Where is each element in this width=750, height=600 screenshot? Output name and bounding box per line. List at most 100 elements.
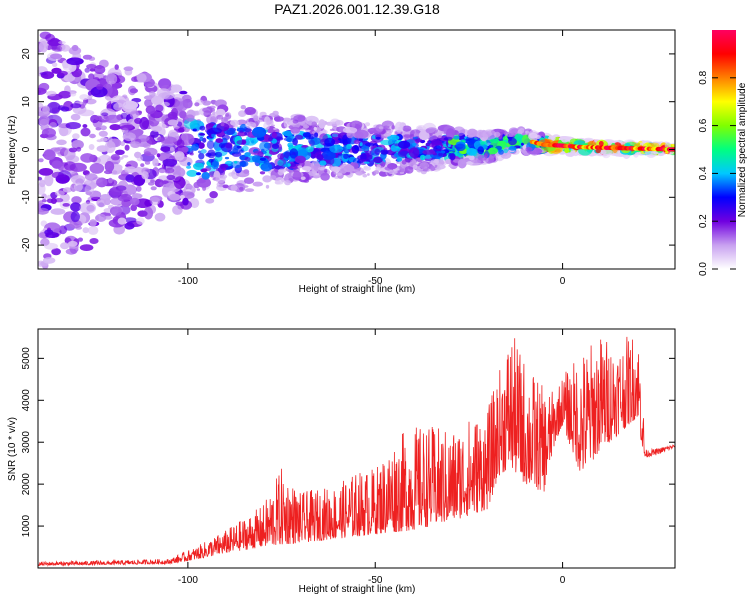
bottom-x-label: Height of straight line (km) <box>299 584 416 595</box>
heatmap-cell <box>450 153 456 161</box>
heatmap-cell <box>275 177 285 185</box>
heatmap-cell <box>150 179 155 184</box>
colorbar-tick-label: 0.6 <box>698 118 709 132</box>
heatmap-cell <box>62 187 73 193</box>
heatmap-cell <box>169 193 181 201</box>
heatmap-cell <box>296 146 308 159</box>
heatmap-cell <box>262 175 272 183</box>
heatmap-cell <box>65 122 82 130</box>
heatmap-cell <box>108 177 113 184</box>
heatmap-cell <box>173 176 186 190</box>
heatmap-cell <box>82 100 87 106</box>
heatmap-cell <box>38 207 49 215</box>
heatmap-cell <box>196 172 201 176</box>
heatmap-cell <box>129 110 140 119</box>
heatmap-cell <box>139 116 150 130</box>
heatmap-cell <box>199 125 206 131</box>
heatmap-cell <box>130 197 140 206</box>
heatmap-cell <box>65 248 77 255</box>
heatmap-cell <box>47 52 62 62</box>
heatmap-cell <box>192 128 197 132</box>
x-tick-label: 0 <box>560 276 566 287</box>
heatmap-cell <box>38 168 54 176</box>
heatmap-cell <box>363 166 371 171</box>
heatmap-cell <box>84 183 95 196</box>
heatmap-cell <box>241 145 249 152</box>
heatmap-cell <box>193 162 204 170</box>
heatmap-cell <box>419 162 430 169</box>
heatmap-cell <box>334 119 344 126</box>
heatmap-cell <box>155 104 164 113</box>
heatmap-cell <box>351 122 356 127</box>
heatmap-cell <box>140 163 145 168</box>
heatmap-cell <box>38 200 44 205</box>
chart-title: PAZ1.2026.001.12.39.G18 <box>274 1 440 17</box>
colorbar-label: Normalized spectral amplitude <box>737 82 748 217</box>
heatmap-cell <box>520 142 524 146</box>
heatmap-cell <box>289 148 299 159</box>
heatmap-cell <box>122 132 136 142</box>
heatmap-cell <box>625 143 631 147</box>
heatmap-cell <box>277 153 285 160</box>
heatmap-cell <box>194 124 199 127</box>
heatmap-cell <box>251 155 262 163</box>
heatmap-cell <box>38 158 44 163</box>
heatmap-cell <box>164 169 170 174</box>
colorbar <box>712 30 736 269</box>
heatmap-cell <box>58 40 66 45</box>
heatmap-cell <box>245 121 257 129</box>
heatmap-cell <box>208 127 222 135</box>
heatmap-cell <box>234 161 238 164</box>
heatmap-cell <box>329 144 344 153</box>
bottom-y-label: SNR (10 * v/v) <box>7 417 18 481</box>
colorbar-ticks: 0.0 0.2 0.4 0.6 0.8 <box>698 70 736 276</box>
heatmap-cell <box>80 127 91 137</box>
heatmap-cell <box>284 180 291 186</box>
heatmap-cell <box>52 62 58 68</box>
heatmap-cell <box>69 219 82 229</box>
heatmap-cell <box>277 160 284 166</box>
heatmap-cell <box>294 155 306 164</box>
heatmap-cell <box>232 144 241 155</box>
heatmap-cell <box>71 139 84 150</box>
heatmap-cell <box>265 184 270 189</box>
heatmap-cell <box>145 105 156 115</box>
y-tick-label: 5000 <box>21 347 32 370</box>
heatmap-cell <box>244 188 255 193</box>
heatmap-cell <box>378 126 384 130</box>
heatmap-cell <box>292 138 298 146</box>
heatmap-cell <box>339 167 347 174</box>
heatmap-cell <box>191 143 200 151</box>
heatmap-cell <box>89 163 105 174</box>
heatmap-cell <box>346 143 352 150</box>
heatmap-cell <box>401 159 407 165</box>
colorbar-tick-label: 0.4 <box>698 166 709 180</box>
heatmap-cell <box>225 112 230 117</box>
heatmap-cell <box>149 90 156 98</box>
heatmap-cell <box>320 172 330 181</box>
heatmap-cell <box>297 165 303 169</box>
heatmap-cell <box>90 86 108 98</box>
heatmap-cell <box>96 177 108 188</box>
heatmap-cell <box>236 140 245 145</box>
heatmap-cell <box>124 166 137 174</box>
heatmap-cell <box>101 112 109 117</box>
heatmap-cell <box>50 147 61 152</box>
heatmap-cell <box>38 115 50 126</box>
heatmap-cell <box>106 141 114 149</box>
y-tick-label: 4000 <box>21 389 32 412</box>
heatmap-cell <box>620 141 625 145</box>
heatmap-cell <box>123 66 134 71</box>
heatmap-cell <box>205 198 215 204</box>
heatmap-cell <box>39 72 47 76</box>
heatmap-cell <box>287 142 294 148</box>
heatmap-cell <box>286 137 293 142</box>
heatmap-cell <box>156 137 164 142</box>
heatmap-cell <box>130 204 137 211</box>
heatmap-cell <box>95 215 99 221</box>
x-tick-label: 0 <box>560 575 566 586</box>
heatmap-cell <box>374 148 381 155</box>
heatmap-cell <box>260 162 273 172</box>
heatmap-cell <box>82 227 90 234</box>
